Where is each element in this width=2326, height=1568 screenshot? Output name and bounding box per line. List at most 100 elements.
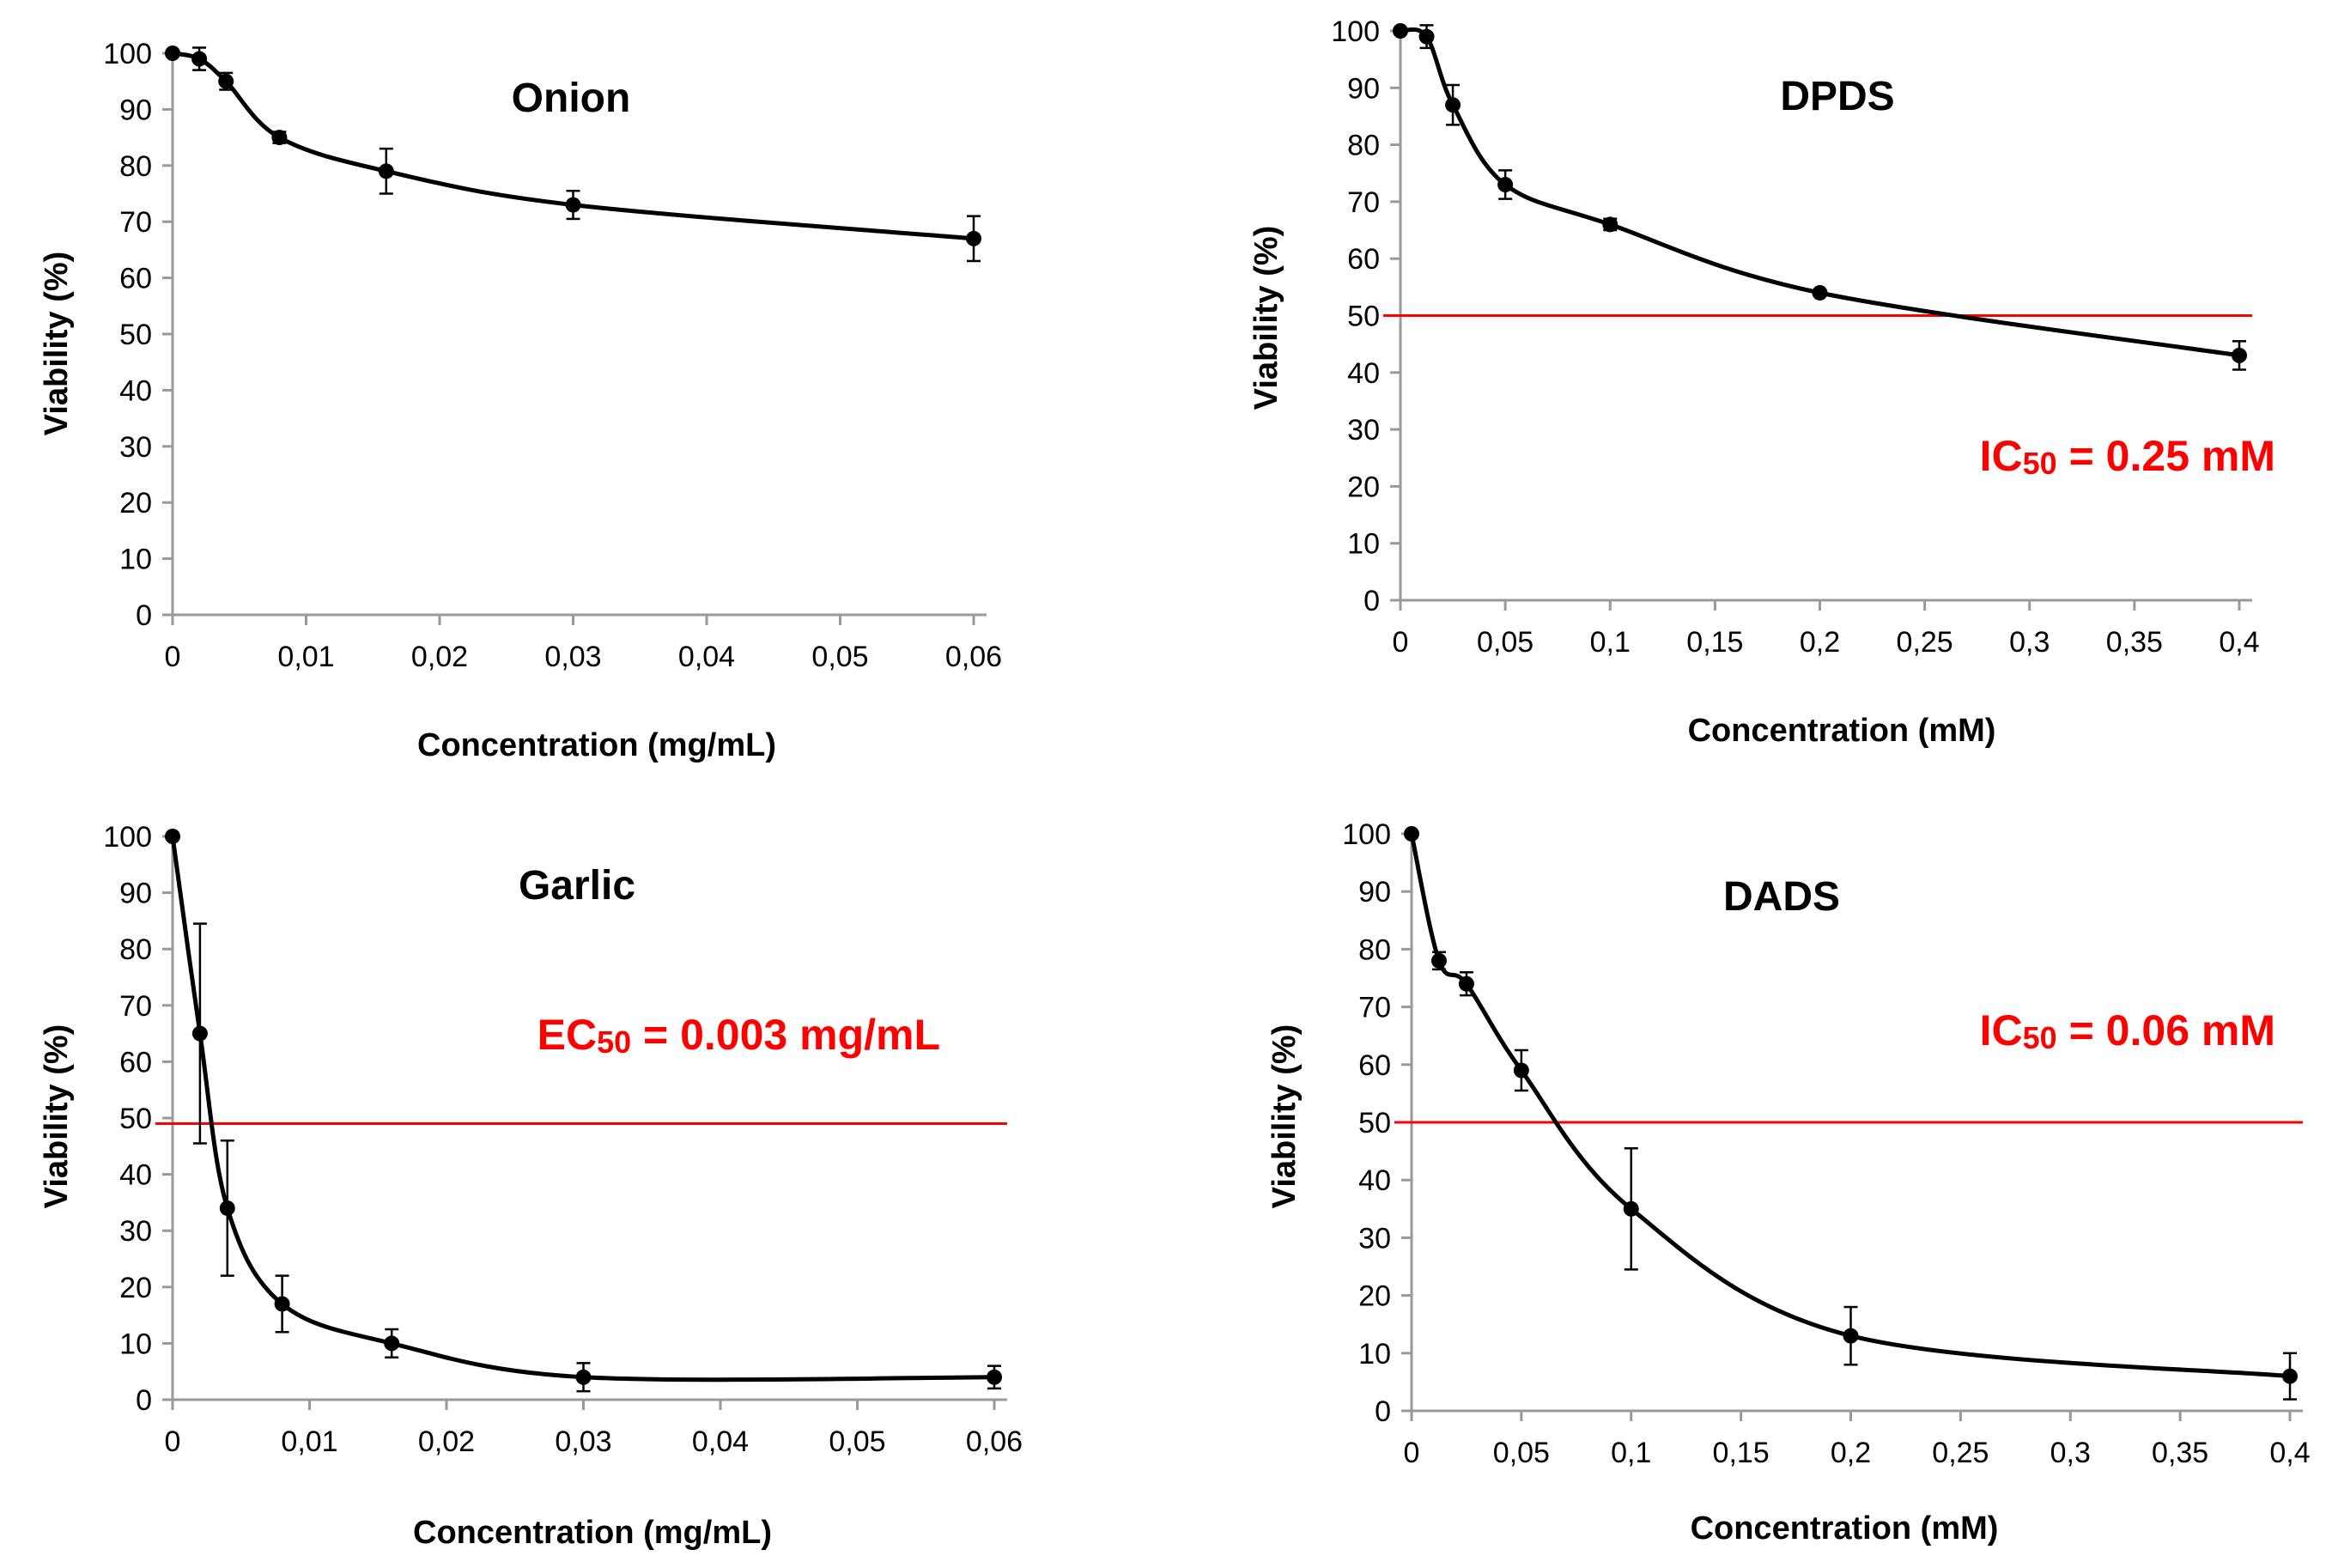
y-tick-label: 70 [119,990,152,1023]
x-tick-label: 0,15 [1686,626,1743,659]
chart-panel-onion: 0 10 20 30 40 50 60 70 80 90 100 0 0,01 0,02 0,03 0,04 0… [39,38,1002,763]
annotation-subscript: 50 [2023,1020,2057,1055]
y-tick-label: 50 [119,1103,152,1135]
y-tick-label: 80 [119,150,152,183]
data-point [165,829,180,844]
x-tick-label: 0,01 [277,641,334,673]
data-point [1404,826,1419,842]
y-axis-title: Viability (%) [1266,1024,1303,1209]
annotation-main: IC [1980,432,2023,480]
x-tick-label: 0,2 [1831,1437,1871,1469]
y-tick-label: 60 [119,263,152,295]
data-point [1418,28,1435,45]
y-tick-label: 10 [119,1328,152,1360]
y-tick-label: 10 [119,544,152,576]
annotation-main: IC [1980,1006,2023,1054]
x-tick-label: 0,05 [1493,1437,1550,1469]
data-point [378,163,394,179]
y-tick-label: 90 [119,94,152,126]
y-tick-label: 0 [136,1384,152,1417]
y-tick-label: 40 [119,1159,152,1192]
data-point [575,1369,592,1385]
y-axis-title: Viability (%) [39,1024,75,1209]
panel-title: Garlic [519,863,635,909]
annotation-label: IC50 = 0.25 mM [1980,432,2275,481]
data-point [191,51,208,67]
chart-panel-dpds: 0 10 20 30 40 50 60 70 80 90 100 0 0,05 0,1 0,15 0,2 0,2… [1248,15,2275,749]
annotation-subscript: 50 [2023,446,2057,481]
y-tick-label: 90 [1358,876,1391,909]
annotation-value: = 0.06 mM [2057,1006,2275,1054]
x-tick-label: 0,04 [692,1425,749,1458]
data-point [1602,216,1618,233]
x-tick-label: 0,1 [1611,1437,1651,1469]
y-tick-label: 0 [136,599,152,632]
y-tick-label: 30 [119,1215,152,1248]
x-tick-label: 0 [165,641,181,673]
y-tick-label: 40 [1347,357,1380,390]
annotation-subscript: 50 [597,1024,631,1060]
x-tick-label: 0,05 [829,1425,885,1458]
data-point [565,197,581,213]
y-tick-label: 80 [1358,933,1391,966]
x-axis-title: Concentration (mg/mL) [417,727,776,763]
y-tick-label: 20 [119,487,152,520]
data-point [218,73,234,89]
x-tick-label: 0,2 [1800,626,1840,659]
x-tick-label: 0,05 [1477,626,1533,659]
annotation-value: = 0.003 mg/mL [631,1011,940,1059]
data-point [1623,1200,1639,1217]
data-point [987,1369,1002,1385]
data-point [966,230,981,246]
y-tick-label: 50 [1358,1107,1391,1140]
x-tick-label: 0,25 [1932,1437,1989,1469]
annotation-main: EC [537,1011,597,1059]
x-tick-label: 0,1 [1590,626,1631,659]
y-tick-label: 20 [1358,1280,1391,1313]
y-axis-title: Viability (%) [1248,226,1284,410]
y-tick-label: 80 [1347,130,1380,162]
data-point [1497,177,1514,193]
y-tick-label: 10 [1347,528,1380,561]
x-axis-title: Concentration (mM) [1688,713,1996,749]
y-tick-label: 40 [119,374,152,407]
data-point [191,1025,208,1042]
data-point [2232,347,2247,363]
series-line [1398,27,2242,358]
y-tick-label: 60 [119,1046,152,1079]
y-tick-label: 90 [1347,72,1380,105]
annotation-label: EC50 = 0.003 mg/mL [537,1011,940,1060]
data-point [274,1296,290,1312]
x-tick-label: 0 [1404,1437,1420,1469]
y-tick-label: 90 [119,878,152,910]
y-tick-label: 30 [1347,414,1380,447]
x-tick-label: 0,02 [418,1425,475,1458]
x-tick-label: 0,35 [2152,1437,2208,1469]
x-tick-label: 0,03 [555,1425,611,1458]
x-tick-label: 0,03 [544,641,601,673]
panel-title: Onion [512,76,631,121]
data-point [1513,1062,1529,1079]
x-tick-label: 0,06 [945,641,1002,673]
y-tick-label: 30 [119,431,152,464]
annotation-value: = 0.25 mM [2057,432,2275,480]
x-tick-label: 0,15 [1713,1437,1770,1469]
y-tick-label: 100 [1342,818,1391,851]
x-tick-label: 0,35 [2106,626,2163,659]
y-tick-label: 100 [103,821,152,854]
x-tick-label: 0,3 [2009,626,2050,659]
series-line [1409,831,2293,1379]
data-point [219,1200,235,1216]
x-axis-title: Concentration (mg/mL) [413,1515,772,1551]
x-tick-label: 0 [1393,626,1409,659]
y-tick-label: 100 [1331,15,1380,48]
y-tick-label: 50 [1347,301,1380,333]
data-point [271,130,288,146]
x-tick-label: 0,02 [411,641,468,673]
x-tick-label: 0,06 [966,1425,1023,1458]
data-point [384,1335,400,1352]
y-tick-label: 60 [1358,1049,1391,1082]
data-point [2282,1368,2298,1384]
